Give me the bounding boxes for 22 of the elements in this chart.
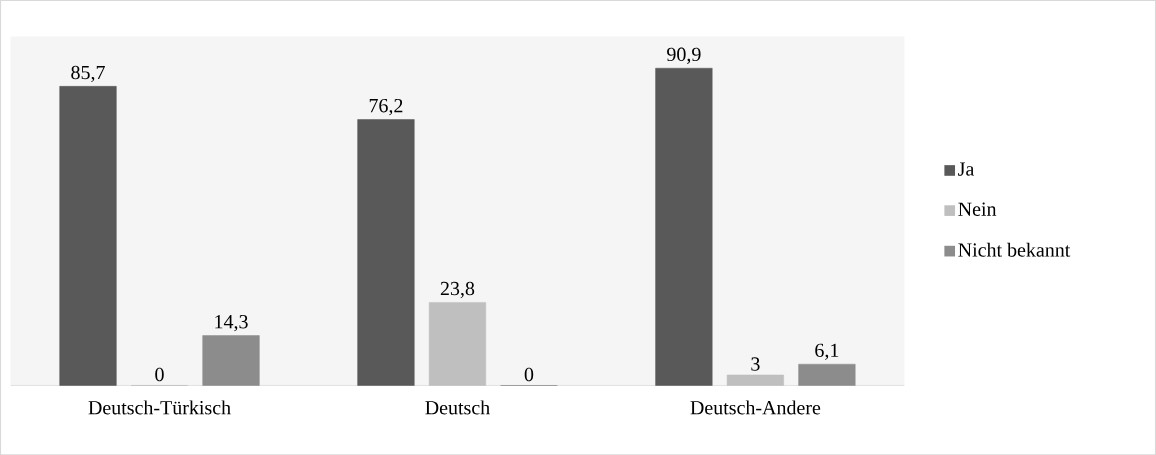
data-label: 0	[524, 367, 534, 382]
x-tick-label: Deutsch	[425, 400, 490, 415]
data-label: 6,1	[815, 343, 839, 360]
data-label: 76,2	[369, 98, 403, 116]
data-label: 90,9	[667, 47, 701, 64]
bar	[726, 374, 784, 386]
data-label: 85,7	[71, 65, 105, 82]
data-label: 14,3	[215, 314, 248, 332]
data-label: 0	[155, 367, 164, 382]
data-label: 23,8	[440, 281, 475, 299]
data-label: 3	[751, 357, 760, 371]
legend-label: Nicht bekannt	[958, 242, 1071, 257]
x-tick-label: Deutsch-Türkisch	[88, 400, 231, 415]
bar	[798, 363, 856, 386]
bar	[428, 302, 487, 386]
x-tick-label: Deutsch-Andere	[690, 400, 821, 415]
bar	[357, 119, 415, 386]
bar	[202, 335, 260, 386]
legend-label: Ja	[958, 162, 975, 176]
bar	[655, 67, 713, 386]
legend-label: Nein	[958, 202, 997, 216]
bar	[59, 85, 117, 386]
